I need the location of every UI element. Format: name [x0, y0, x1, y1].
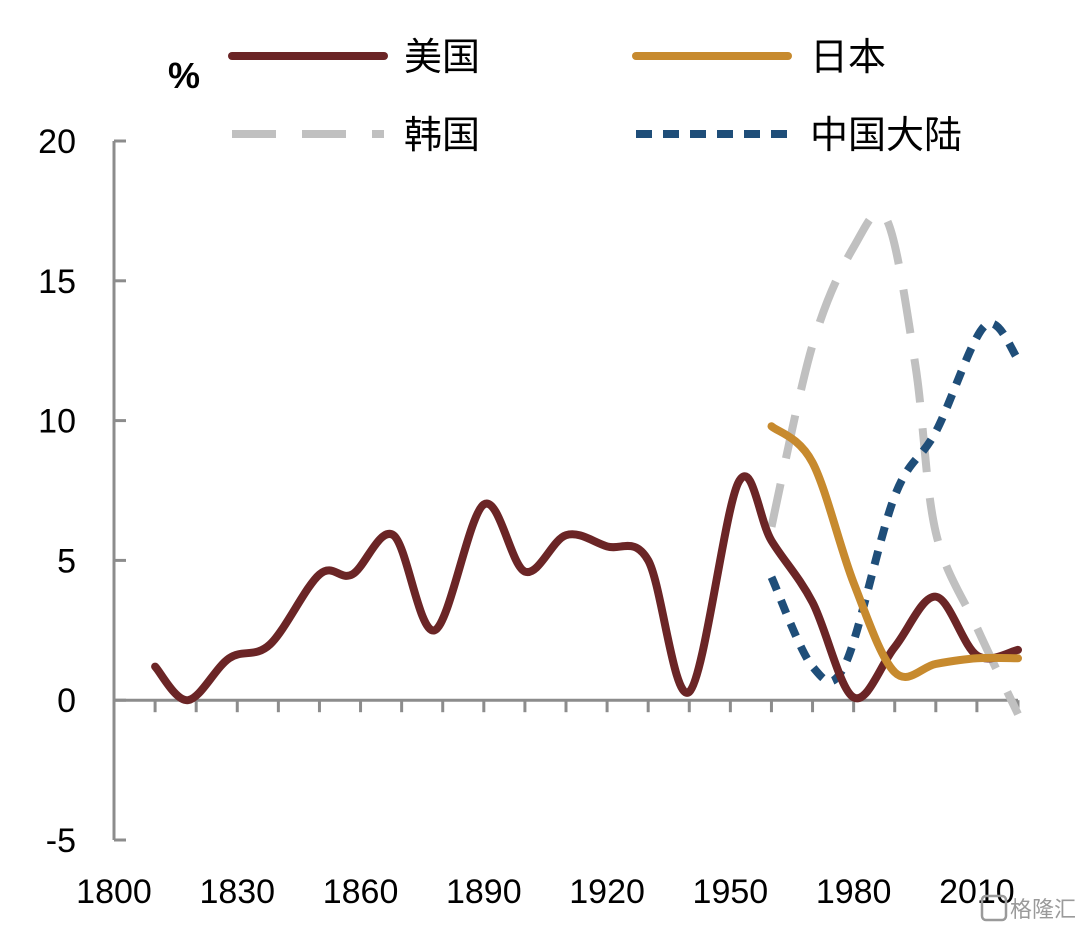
watermark-logo-icon	[980, 894, 1008, 922]
watermark-text: 格隆汇	[1010, 898, 1076, 923]
series-line-3	[767, 319, 1022, 686]
y-tick-label: -5	[46, 822, 76, 860]
y-tick-label: 20	[38, 123, 76, 161]
series-layer	[151, 208, 1022, 716]
legend-label: 日本	[810, 35, 886, 79]
y-tick-label: 5	[57, 542, 76, 580]
series-line-1	[767, 422, 1022, 681]
series-line-2	[767, 208, 1022, 716]
legend-item-1: 日本	[632, 35, 886, 79]
axes: -5 0 5 10 15 20 1800 1830 1860 1890 1920 1950 1980 20…	[38, 123, 1020, 911]
x-tick-label: 1950	[693, 873, 769, 911]
series-line-0	[151, 472, 1022, 705]
legend-label: 韩国	[404, 113, 480, 157]
legend-item-2: 韩国	[232, 113, 480, 157]
x-tick-label: 1800	[76, 873, 152, 911]
x-tick-label: 1980	[816, 873, 892, 911]
legend-label: 美国	[404, 35, 480, 79]
x-tick-label: 1920	[569, 873, 645, 911]
watermark: 格隆汇	[980, 894, 1076, 923]
x-tick-label: 2010	[939, 873, 1015, 911]
x-tick-label: 1830	[199, 873, 275, 911]
x-tick-label: 1860	[323, 873, 399, 911]
legend-item-0: 美国	[228, 35, 480, 79]
y-tick-label: 0	[57, 682, 76, 720]
y-tick-label: 15	[38, 263, 76, 301]
legend-label: 中国大陆	[810, 113, 962, 157]
legend-item-3: 中国大陆	[636, 113, 962, 157]
x-tick-label: 1890	[446, 873, 522, 911]
y-tick-label: 10	[38, 403, 76, 441]
y-axis-unit-label: %	[168, 55, 200, 96]
